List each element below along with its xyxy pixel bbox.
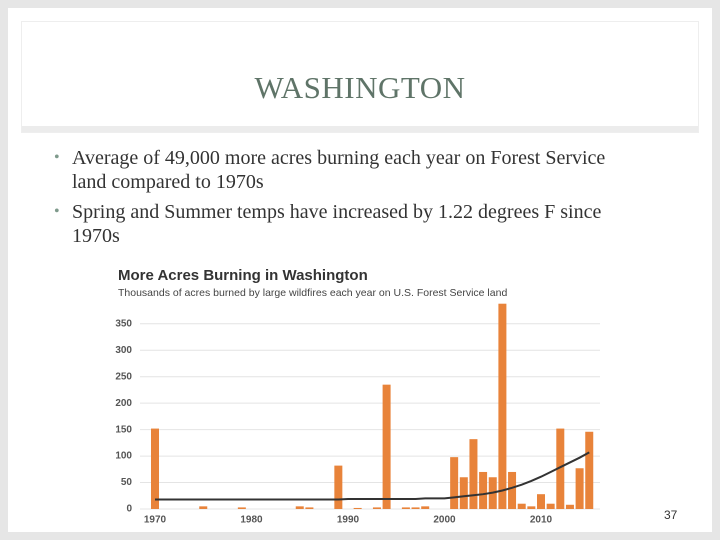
bar <box>334 465 343 509</box>
y-tick-label: 150 <box>115 424 132 435</box>
bar <box>479 471 488 509</box>
x-tick-label: 1980 <box>240 515 263 526</box>
bullet: Spring and Summer temps have increased b… <box>54 200 634 248</box>
x-tick-label: 1970 <box>144 515 167 526</box>
bar <box>527 506 536 509</box>
bar <box>459 477 468 509</box>
bar <box>421 506 430 509</box>
bar <box>498 303 507 509</box>
slide-title: WASHINGTON <box>254 70 466 105</box>
bar <box>372 507 381 509</box>
chart-background <box>110 265 606 530</box>
y-tick-label: 350 <box>115 318 132 329</box>
y-tick-label: 100 <box>115 451 132 462</box>
bar <box>353 507 362 509</box>
bar <box>151 428 159 509</box>
x-tick-label: 2000 <box>433 515 456 526</box>
bar <box>508 471 517 509</box>
bar <box>469 439 478 509</box>
bar <box>546 503 555 509</box>
bar <box>199 506 208 509</box>
bar <box>305 507 314 509</box>
chart-title: More Acres Burning in Washington <box>118 267 368 284</box>
bullet: Average of 49,000 more acres burning eac… <box>54 146 634 194</box>
page-number: 37 <box>664 508 678 522</box>
bar <box>556 428 565 509</box>
trend-line <box>155 451 590 501</box>
y-tick-label: 300 <box>115 345 132 356</box>
x-tick-label: 1990 <box>337 515 360 526</box>
bar <box>517 503 526 509</box>
y-tick-label: 200 <box>115 398 132 409</box>
bar <box>237 507 246 509</box>
bar <box>575 468 584 509</box>
chart-subtitle: Thousands of acres burned by large wildf… <box>118 287 507 299</box>
bar <box>382 384 391 509</box>
y-tick-label: 250 <box>115 371 132 382</box>
bar <box>585 431 594 509</box>
x-tick-label: 2010 <box>530 515 553 526</box>
bar <box>565 504 574 509</box>
y-tick-label: 0 <box>126 504 132 515</box>
y-tick-label: 50 <box>121 477 133 488</box>
bar <box>537 494 545 509</box>
bullet-list: Average of 49,000 more acres burning eac… <box>54 146 634 254</box>
title-box: WASHINGTON <box>22 22 698 132</box>
bar <box>401 507 410 509</box>
bar <box>411 507 420 509</box>
bar <box>295 506 304 509</box>
bar <box>450 457 459 509</box>
